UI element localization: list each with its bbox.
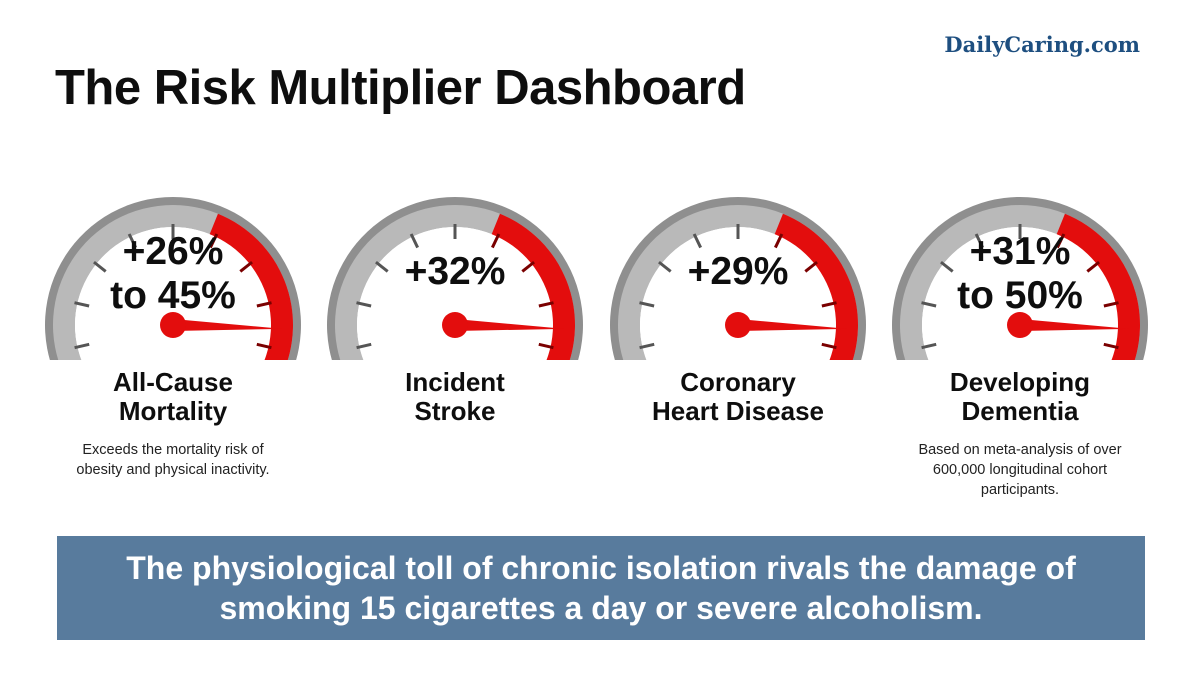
gauge-tick — [356, 301, 372, 308]
gauge-tick — [921, 342, 937, 350]
gauge-needle — [1019, 319, 1130, 331]
gauge-tick — [639, 342, 655, 350]
gauge-needle-hub — [442, 312, 468, 338]
gauge-tick — [409, 233, 419, 249]
gauge-tick — [1103, 342, 1119, 350]
gauge-tick — [804, 260, 818, 273]
gauge-red-zone — [773, 213, 858, 360]
summary-banner-text: The physiological toll of chronic isolat… — [126, 550, 1076, 626]
gauge-dial-icon — [326, 197, 583, 360]
gauge-dial-icon — [609, 197, 866, 360]
gauge-red-zone — [208, 213, 293, 360]
gauge-card-stroke: +32% Incident Stroke — [315, 150, 595, 426]
gauge-tick — [639, 301, 655, 308]
gauge-red-zone — [490, 213, 575, 360]
gauge-label: Developing Dementia — [949, 367, 1091, 426]
page-title: The Risk Multiplier Dashboard — [55, 61, 746, 115]
gauge-value: +32% — [404, 250, 506, 293]
gauge-tick — [521, 260, 535, 273]
gauge-tick — [491, 233, 501, 249]
gauge-card-coronary: +29% Coronary Heart Disease — [598, 150, 878, 426]
gauge-needle — [172, 319, 283, 331]
gauge-needle-hub — [160, 312, 186, 338]
gauge-value: +26% to 45% — [110, 230, 236, 317]
gauge-tick — [239, 260, 253, 273]
gauge-tick — [821, 342, 837, 350]
gauge-tick — [774, 233, 784, 249]
gauge-tick — [538, 342, 554, 350]
gauge-label: Coronary Heart Disease — [652, 367, 824, 426]
gauge-tick — [127, 233, 137, 249]
gauge-tick — [375, 260, 389, 273]
gauge-note: Based on meta-analysis of over 600,000 l… — [918, 442, 1122, 498]
gauge-tick — [821, 301, 837, 308]
gauge-dial-icon — [44, 197, 301, 360]
gauge-dial-icon — [891, 197, 1148, 360]
gauge-tick — [692, 233, 702, 249]
gauge-needle-hub — [1007, 312, 1033, 338]
gauge-card-dementia: +31% to 50% Developing Dementia Based on… — [880, 150, 1160, 498]
gauge-red-zone — [1055, 213, 1140, 360]
gauge-tick — [940, 260, 954, 273]
gauge-tick — [74, 342, 90, 350]
gauge-tick — [256, 301, 272, 308]
gauge-tick — [209, 233, 219, 249]
gauge-card-mortality: +26% to 45% All-Cause Mortality Exceeds … — [33, 150, 313, 478]
gauge-label: All-Cause Mortality — [113, 367, 233, 426]
gauge-tick — [256, 342, 272, 350]
gauge-value: +29% — [687, 250, 789, 293]
brand-logo-text: DailyCaring.com — [944, 32, 1140, 57]
gauge-row: +26% to 45% All-Cause Mortality Exceeds … — [0, 150, 1200, 530]
gauge-tick — [356, 342, 372, 350]
gauge-needle — [737, 319, 848, 331]
gauge-needle-hub — [725, 312, 751, 338]
gauge-tick — [658, 260, 672, 273]
gauge-value: +31% to 50% — [957, 230, 1083, 317]
gauge-needle — [454, 319, 565, 331]
gauge-tick — [1103, 301, 1119, 308]
gauge-tick — [1086, 260, 1100, 273]
gauge-tick — [93, 260, 107, 273]
gauge-label: Incident Stroke — [405, 367, 505, 426]
gauge-note: Exceeds the mortality risk of obesity an… — [76, 442, 270, 478]
gauge-tick — [921, 301, 937, 308]
summary-banner: The physiological toll of chronic isolat… — [57, 536, 1145, 640]
gauge-tick — [1056, 233, 1066, 249]
gauge-tick — [974, 233, 984, 249]
gauge-tick — [538, 301, 554, 308]
gauge-tick — [74, 301, 90, 308]
